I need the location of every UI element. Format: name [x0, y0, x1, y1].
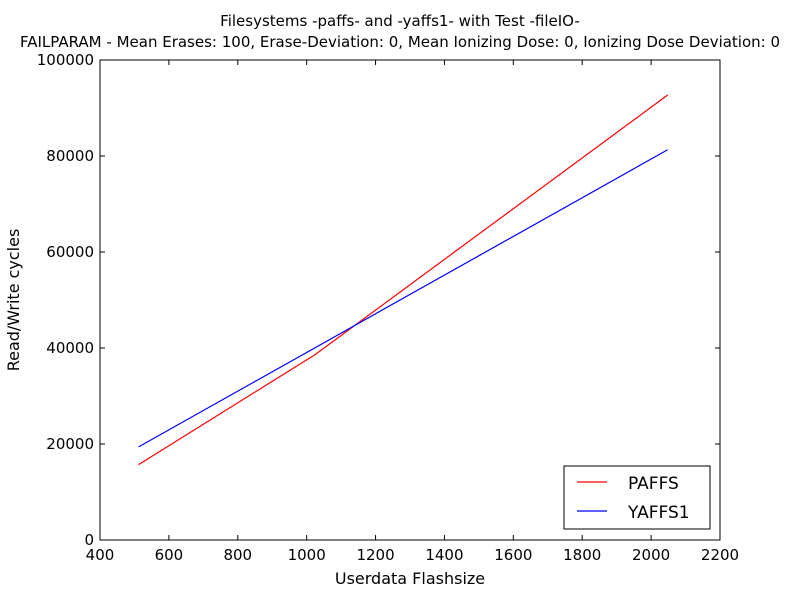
- x-tick-label: 1400: [425, 546, 463, 564]
- legend-box: [563, 465, 711, 530]
- x-tick-label: 600: [155, 546, 184, 564]
- legend-label-paffs: PAFFS: [628, 474, 679, 494]
- x-tick-label: 400: [86, 546, 115, 564]
- plot-area: [100, 60, 720, 540]
- x-tick-label: 1800: [563, 546, 601, 564]
- plot-frame: [99, 59, 721, 541]
- y-tick-label: 40000: [46, 339, 94, 357]
- ticks-layer: 400 600 800 1000 1200 1400 1600 1800 2000 2200 0 20…: [37, 51, 739, 564]
- y-tick-label: 0: [84, 531, 94, 549]
- chart-title: Filesystems -paffs- and -yaffs1- with Te…: [220, 12, 580, 30]
- y-tick-label: 80000: [46, 147, 94, 165]
- x-tick-label: 1000: [288, 546, 326, 564]
- series-line-paffs: [138, 94, 668, 466]
- x-tick-label: 1600: [494, 546, 532, 564]
- series-layer: [138, 94, 668, 466]
- x-axis-label: Userdata Flashsize: [335, 569, 485, 588]
- y-tick-label: 100000: [37, 51, 94, 69]
- legend-label-yaffs1: YAFFS1: [627, 503, 690, 523]
- x-tick-label: 800: [223, 546, 252, 564]
- y-tick-label: 60000: [46, 243, 94, 261]
- x-tick-label: 2200: [701, 546, 739, 564]
- x-tick-label: 1200: [356, 546, 394, 564]
- x-tick-label: 2000: [632, 546, 670, 564]
- y-axis-label: Read/Write cycles: [4, 229, 23, 372]
- legend: PAFFS YAFFS1: [563, 465, 711, 530]
- y-tick-label: 20000: [46, 435, 94, 453]
- chart-subtitle: FAILPARAM - Mean Erases: 100, Erase-Devi…: [20, 33, 780, 51]
- series-line-yaffs1: [138, 149, 668, 448]
